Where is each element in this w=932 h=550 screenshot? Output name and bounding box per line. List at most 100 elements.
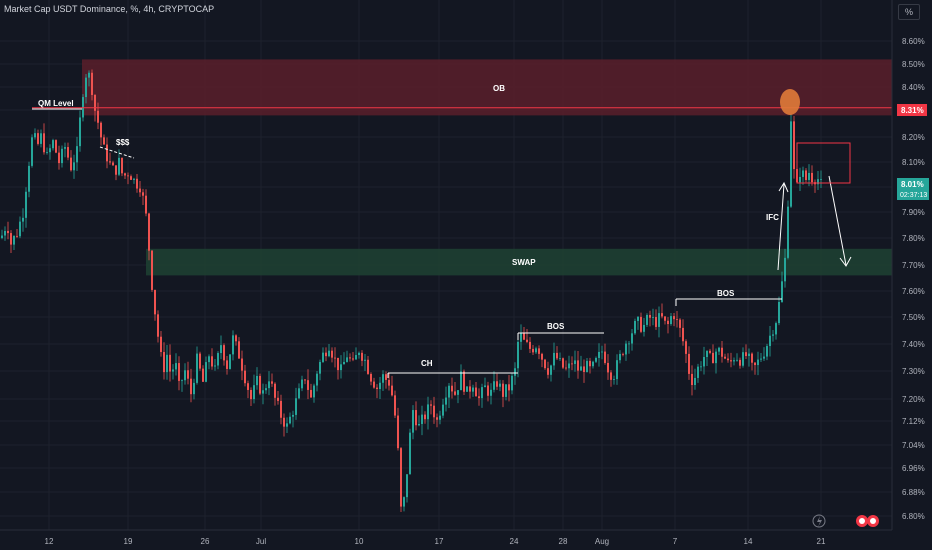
candle-body	[553, 352, 555, 366]
y-tick-label: 6.88%	[902, 488, 925, 497]
candle-body	[16, 235, 18, 237]
candle-body	[715, 351, 717, 364]
liquidity-dashed-line[interactable]	[99, 146, 135, 159]
candle-body	[376, 387, 378, 390]
ifc-arrow-shaft[interactable]	[777, 183, 785, 271]
candle-body	[556, 352, 558, 359]
candle-body	[280, 400, 282, 418]
distribution-box[interactable]	[796, 142, 851, 184]
swap-zone[interactable]	[146, 248, 892, 276]
candle-body	[25, 191, 27, 218]
candle-body	[751, 353, 753, 363]
candle-body	[277, 397, 279, 401]
candle-body	[772, 334, 774, 336]
candle-body	[283, 417, 285, 427]
candle-body	[778, 301, 780, 324]
percent-scale-button[interactable]: %	[898, 4, 920, 20]
candle-body	[154, 289, 156, 315]
candle-body	[148, 213, 150, 251]
down-arrow-shaft[interactable]	[828, 175, 847, 266]
candle-body	[790, 121, 792, 207]
candle-body	[115, 165, 117, 175]
candle-body	[208, 356, 210, 363]
candle-body	[214, 365, 216, 367]
candle-body	[604, 351, 606, 363]
sweep-circle[interactable]	[780, 89, 800, 115]
candle-body	[406, 474, 408, 498]
y-tick-label: 7.80%	[902, 234, 925, 243]
candle-body	[268, 381, 270, 389]
ob-zone[interactable]	[82, 59, 892, 116]
candle-body	[169, 354, 171, 372]
flag-icon-1-inner	[859, 518, 865, 524]
candle-body	[301, 379, 303, 389]
candle-body	[316, 373, 318, 386]
candle-body	[415, 410, 417, 426]
candle-body	[622, 353, 624, 355]
candle-body	[673, 316, 675, 320]
candle-body	[775, 323, 777, 335]
level-price-tag	[897, 104, 927, 116]
candle-body	[88, 72, 90, 78]
candle-body	[478, 396, 480, 399]
candle-body	[400, 448, 402, 507]
candle-body	[733, 360, 735, 362]
candle-body	[568, 363, 570, 369]
y-tick-label: 7.60%	[902, 287, 925, 296]
candle-body	[289, 416, 291, 424]
candle-body	[10, 233, 12, 245]
lightning-icon[interactable]	[812, 514, 826, 528]
candle-body	[43, 133, 45, 153]
candle-body	[754, 362, 756, 366]
candle-body	[685, 341, 687, 354]
candle-body	[514, 368, 516, 376]
candle-body	[601, 351, 603, 353]
candle-body	[691, 373, 693, 386]
candle-body	[262, 390, 264, 394]
candle-body	[265, 388, 267, 391]
y-tick-label: 7.04%	[902, 441, 925, 450]
candle-body	[442, 404, 444, 416]
candle-body	[682, 327, 684, 342]
candle-body	[241, 358, 243, 371]
candle-body	[313, 385, 315, 398]
candle-body	[703, 357, 705, 367]
bos-label-2: BOS	[717, 289, 735, 298]
candle-body	[421, 414, 423, 424]
candle-body	[412, 410, 414, 433]
candle-body	[424, 414, 426, 420]
x-tick-label: 19	[124, 537, 133, 546]
candle-body	[574, 360, 576, 364]
candle-body	[109, 161, 111, 163]
candle-body	[739, 359, 741, 366]
y-tick-label: 7.30%	[902, 367, 925, 376]
y-tick-label: 6.96%	[902, 464, 925, 473]
candle-body	[244, 370, 246, 384]
candle-body	[79, 117, 81, 147]
candle-body	[502, 383, 504, 397]
candle-body	[76, 146, 78, 163]
chart-title: Market Cap USDT Dominance, %, 4h, CRYPTO…	[4, 4, 215, 14]
candle-body	[694, 377, 696, 386]
y-tick-label: 7.12%	[902, 417, 925, 426]
candle-body	[364, 359, 366, 361]
candle-body	[634, 320, 636, 334]
candle-body	[658, 313, 660, 327]
candle-body	[352, 358, 354, 360]
candle-body	[667, 320, 669, 325]
candle-body	[370, 373, 372, 382]
candle-body	[538, 348, 540, 354]
x-axis[interactable]: 12 19 26 Jul 10 17 24 28 Aug 7 14 21	[45, 537, 826, 546]
candle-body	[610, 372, 612, 380]
swap-label: SWAP	[512, 258, 536, 267]
candle-body	[586, 360, 588, 372]
y-axis[interactable]: 8.60%8.50%8.40%8.30%8.20%8.10%8.00%7.90%…	[902, 37, 925, 521]
candle-body	[193, 382, 195, 395]
candle-body	[328, 350, 330, 357]
candle-body	[820, 179, 822, 180]
y-tick-label: 7.90%	[902, 208, 925, 217]
candle-body	[349, 357, 351, 359]
candle-body	[472, 387, 474, 392]
